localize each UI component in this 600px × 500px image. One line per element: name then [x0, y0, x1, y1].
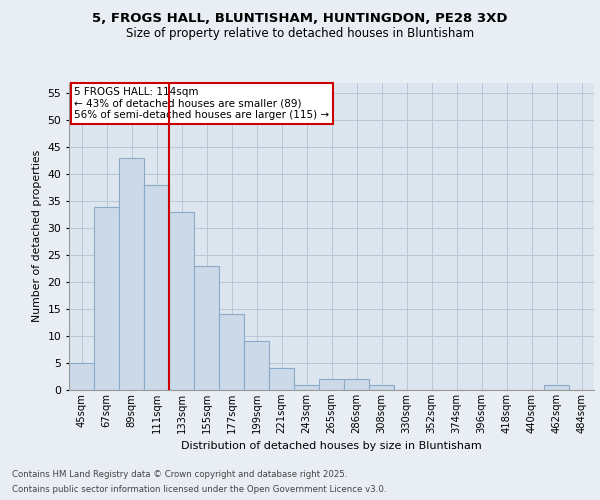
Y-axis label: Number of detached properties: Number of detached properties [32, 150, 42, 322]
Bar [219, 314, 244, 390]
Bar [94, 206, 119, 390]
Bar [344, 379, 369, 390]
Bar [69, 363, 94, 390]
Text: 5, FROGS HALL, BLUNTISHAM, HUNTINGDON, PE28 3XD: 5, FROGS HALL, BLUNTISHAM, HUNTINGDON, P… [92, 12, 508, 24]
X-axis label: Distribution of detached houses by size in Bluntisham: Distribution of detached houses by size … [181, 442, 482, 452]
Bar [369, 384, 394, 390]
Text: Contains public sector information licensed under the Open Government Licence v3: Contains public sector information licen… [12, 485, 386, 494]
Bar [319, 379, 344, 390]
Bar [294, 384, 319, 390]
Bar [194, 266, 219, 390]
Text: Size of property relative to detached houses in Bluntisham: Size of property relative to detached ho… [126, 28, 474, 40]
Bar [169, 212, 194, 390]
Bar [544, 384, 569, 390]
Text: Contains HM Land Registry data © Crown copyright and database right 2025.: Contains HM Land Registry data © Crown c… [12, 470, 347, 479]
Bar [144, 185, 169, 390]
Bar [269, 368, 294, 390]
Text: 5 FROGS HALL: 114sqm
← 43% of detached houses are smaller (89)
56% of semi-detac: 5 FROGS HALL: 114sqm ← 43% of detached h… [74, 87, 329, 120]
Bar [119, 158, 144, 390]
Bar [244, 342, 269, 390]
